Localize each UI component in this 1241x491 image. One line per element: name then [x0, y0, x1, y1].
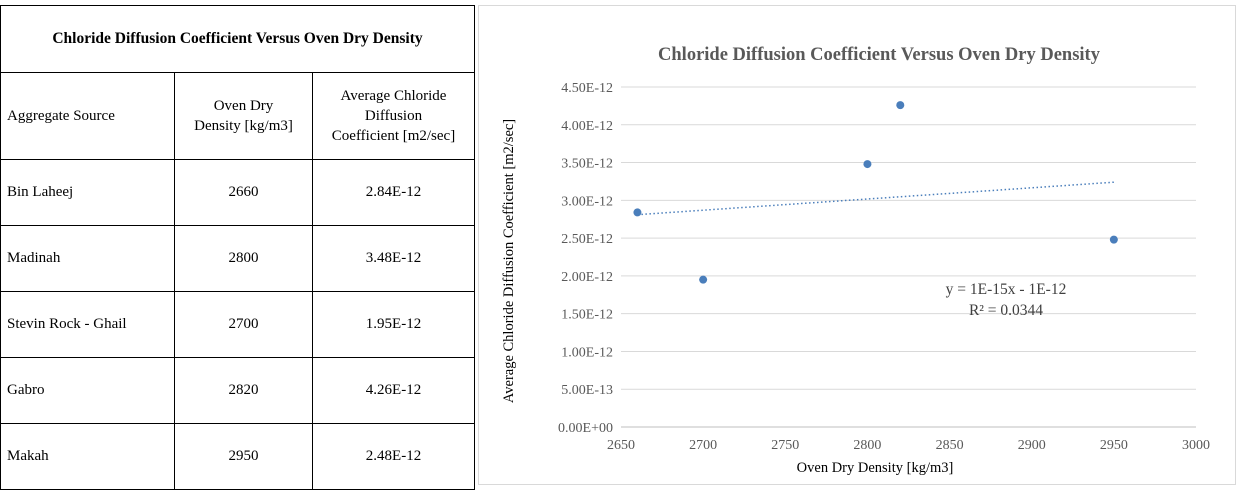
cell-density: 2700	[174, 291, 313, 358]
x-tick-label: 2800	[853, 438, 881, 453]
cell-density: 2950	[174, 423, 313, 490]
cell-source: Makah	[0, 423, 175, 490]
data-points	[633, 101, 1118, 284]
table-row: Madinah 2800 3.48E-12	[0, 225, 475, 292]
trendline	[637, 181, 1114, 216]
data-point	[633, 208, 642, 217]
trendline-equation: y = 1E-15x - 1E-12	[946, 281, 1067, 298]
y-tick-label: 4.50E-12	[561, 81, 613, 96]
cell-coefficient: 2.48E-12	[312, 423, 475, 490]
y-tick-label: 3.00E-12	[561, 194, 613, 209]
y-tick-label: 2.50E-12	[561, 232, 613, 247]
header-oven-dry-density: Oven Dry Density [kg/m3]	[174, 72, 313, 160]
y-tick-label: 5.00E-13	[561, 383, 613, 398]
y-tick-label: 0.00E+00	[558, 421, 613, 436]
data-point	[699, 275, 708, 284]
trendline-group	[637, 181, 1114, 216]
cell-source: Bin Laheej	[0, 159, 175, 226]
cell-source: Madinah	[0, 225, 175, 292]
r-squared-label: R² = 0.0344	[969, 302, 1043, 319]
cell-density: 2660	[174, 159, 313, 226]
x-tick-label: 2850	[936, 438, 964, 453]
data-table-panel: Chloride Diffusion Coefficient Versus Ov…	[0, 0, 476, 491]
cell-density: 2800	[174, 225, 313, 292]
y-axis-ticks: 0.00E+00 5.00E-13 1.00E-12 1.50E-12 2.00E-12…	[558, 81, 613, 436]
cell-coefficient: 4.26E-12	[312, 357, 475, 424]
cell-source: Stevin Rock - Ghail	[0, 291, 175, 358]
x-tick-label: 3000	[1182, 438, 1210, 453]
x-tick-label: 2700	[689, 438, 717, 453]
header-coef-line1: Average Chloride	[340, 88, 447, 104]
cell-density: 2820	[174, 357, 313, 424]
cell-coefficient: 3.48E-12	[312, 225, 475, 292]
header-coef-line3: Coefficient [m2/sec]	[331, 128, 456, 144]
y-tick-label: 2.00E-12	[561, 270, 613, 285]
header-coef-line2: Diffusion	[364, 108, 423, 124]
chart-title: Chloride Diffusion Coefficient Versus Ov…	[658, 45, 1101, 65]
y-tick-label: 1.00E-12	[561, 345, 613, 360]
x-tick-label: 2900	[1018, 438, 1046, 453]
cell-coefficient: 2.84E-12	[312, 159, 475, 226]
table-title: Chloride Diffusion Coefficient Versus Ov…	[0, 5, 475, 73]
x-axis-ticks: 2650 2700 2750 2800 2850 2900 2950 3000	[607, 438, 1210, 453]
header-density-line1: Oven Dry	[213, 98, 274, 114]
scatter-chart: Chloride Diffusion Coefficient Versus Ov…	[478, 5, 1236, 485]
table-row: Makah 2950 2.48E-12	[0, 423, 475, 490]
data-point	[896, 101, 905, 110]
data-point	[1109, 235, 1118, 244]
cell-coefficient: 1.95E-12	[312, 291, 475, 358]
chart-canvas: Chloride Diffusion Coefficient Versus Ov…	[501, 45, 1210, 476]
y-tick-label: 4.00E-12	[561, 119, 613, 134]
header-diffusion-coefficient: Average Chloride Diffusion Coefficient […	[312, 72, 475, 160]
gridlines	[621, 86, 1196, 428]
cell-source: Gabro	[0, 357, 175, 424]
table-row: Gabro 2820 4.26E-12	[0, 357, 475, 424]
table-row: Bin Laheej 2660 2.84E-12	[0, 159, 475, 226]
y-axis-label: Average Chloride Diffusion Coefficient […	[501, 119, 517, 403]
y-tick-label: 1.50E-12	[561, 308, 613, 323]
table-row: Stevin Rock - Ghail 2700 1.95E-12	[0, 291, 475, 358]
x-axis-label: Oven Dry Density [kg/m3]	[797, 460, 954, 476]
header-density-line2: Density [kg/m3]	[194, 118, 293, 134]
x-tick-label: 2650	[607, 438, 635, 453]
data-point	[863, 160, 872, 169]
x-tick-label: 2750	[771, 438, 799, 453]
data-table: Chloride Diffusion Coefficient Versus Ov…	[0, 5, 475, 490]
y-tick-label: 3.50E-12	[561, 157, 613, 172]
header-aggregate-source: Aggregate Source	[0, 72, 175, 160]
x-tick-label: 2950	[1100, 438, 1128, 453]
